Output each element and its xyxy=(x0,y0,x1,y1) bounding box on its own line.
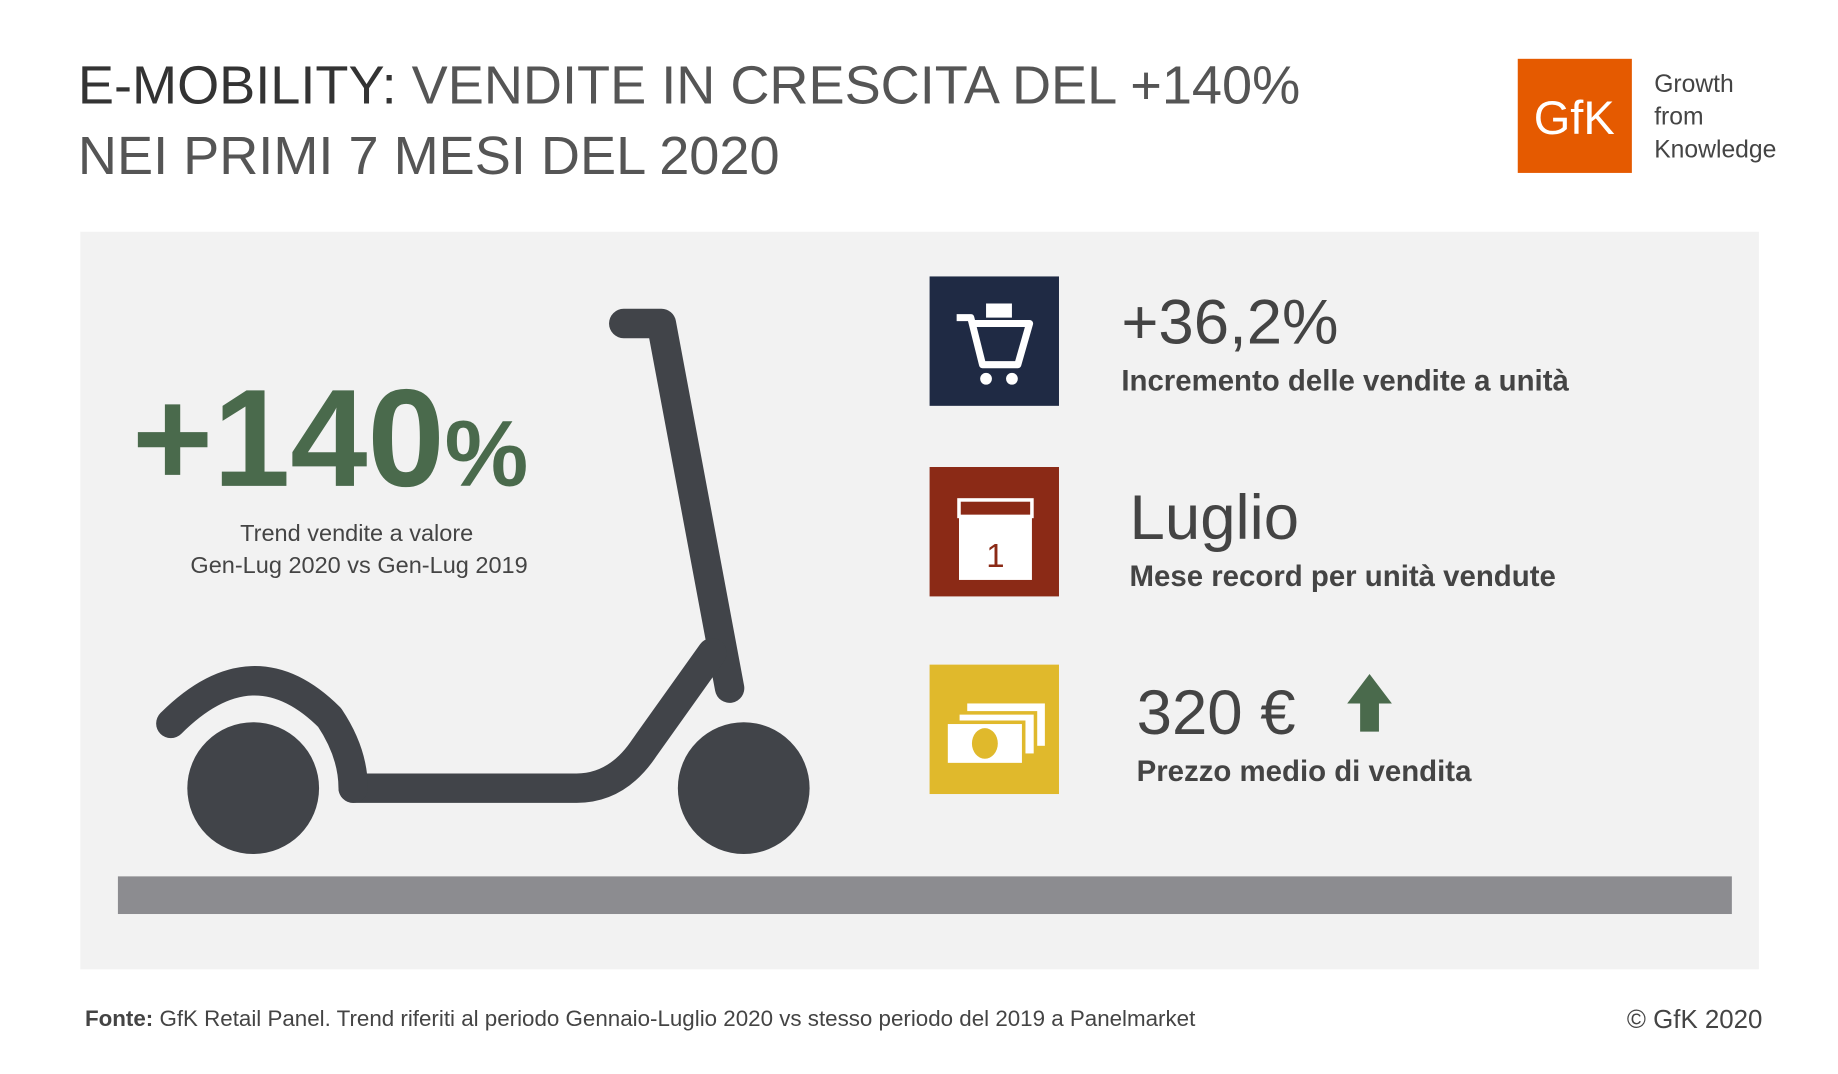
source-rest: GfK Retail Panel. Trend riferiti al peri… xyxy=(153,1006,1196,1031)
stat-label: Prezzo medio di vendita xyxy=(1137,755,1472,788)
logo-mark: GfK xyxy=(1534,91,1615,144)
stat-label: Incremento delle vendite a unità xyxy=(1121,365,1569,398)
logo-tagline: Growth xyxy=(1654,71,1734,98)
source-lead: Fonte: xyxy=(85,1006,153,1031)
stat-label: Mese record per unità vendute xyxy=(1130,560,1556,593)
money-glyph xyxy=(944,703,1045,767)
main-number: +140 xyxy=(132,361,445,516)
calendar-day: 1 xyxy=(986,537,1004,574)
calendar-top xyxy=(957,498,1034,519)
scooter xyxy=(156,308,745,803)
stat-value: Luglio xyxy=(1130,482,1300,553)
title: E-MOBILITY: VENDITE IN CRESCITA DEL +140… xyxy=(78,56,1300,116)
up-arrow xyxy=(1347,674,1392,732)
main-value: +140% xyxy=(132,361,528,516)
cart-icon xyxy=(929,276,1059,406)
copyright: © GfK 2020 xyxy=(1627,1006,1763,1034)
stat-value: +36,2% xyxy=(1121,286,1338,357)
main-unit: % xyxy=(445,401,529,506)
title-lead: E-MOBILITY: xyxy=(78,56,397,116)
title-line2: NEI PRIMI 7 MESI DEL 2020 xyxy=(78,126,780,186)
main-caption: Trend vendite a valore xyxy=(240,520,473,546)
wheel xyxy=(187,722,320,855)
cart-wheel xyxy=(980,372,992,385)
logo-box xyxy=(1517,58,1632,173)
panel xyxy=(80,231,1759,970)
source: Fonte: GfK Retail Panel. Trend riferiti … xyxy=(85,1006,1196,1031)
wheel xyxy=(677,722,810,855)
logo-tagline: Knowledge xyxy=(1654,137,1776,164)
main-caption: Gen-Lug 2020 vs Gen-Lug 2019 xyxy=(190,552,527,578)
title-rest: VENDITE IN CRESCITA DEL +140% xyxy=(397,56,1301,116)
logo-tagline: from xyxy=(1654,104,1703,131)
cart-wheel xyxy=(1006,372,1018,385)
ground xyxy=(117,876,1732,915)
stat-value: 320 € xyxy=(1137,677,1296,748)
cart-glyph xyxy=(956,303,1034,369)
